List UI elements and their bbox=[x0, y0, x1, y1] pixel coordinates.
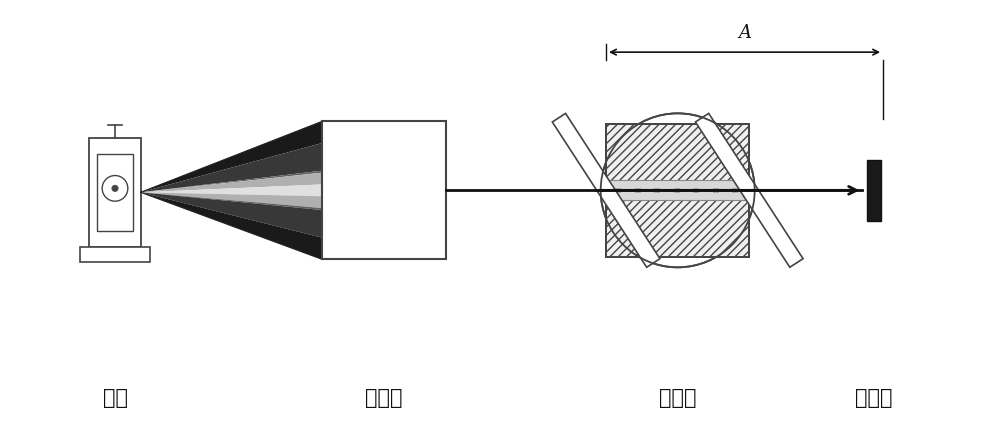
Circle shape bbox=[112, 185, 118, 191]
Polygon shape bbox=[141, 172, 322, 192]
Bar bbox=[867, 160, 881, 221]
Bar bbox=[654, 188, 660, 193]
Bar bbox=[713, 188, 719, 193]
Text: 单色器: 单色器 bbox=[365, 388, 403, 408]
Bar bbox=[635, 188, 641, 193]
Polygon shape bbox=[141, 143, 322, 192]
Text: 光电池: 光电池 bbox=[855, 388, 893, 408]
Bar bbox=[89, 138, 141, 247]
Bar bbox=[606, 181, 749, 200]
Polygon shape bbox=[141, 192, 322, 210]
Bar bbox=[732, 188, 738, 193]
Polygon shape bbox=[141, 192, 322, 260]
Circle shape bbox=[102, 175, 128, 201]
Circle shape bbox=[601, 113, 755, 267]
Text: 光源: 光源 bbox=[103, 388, 128, 408]
Bar bbox=[693, 188, 699, 193]
Bar bbox=[606, 124, 749, 257]
Bar bbox=[80, 247, 150, 262]
Bar bbox=[615, 188, 621, 193]
Polygon shape bbox=[141, 121, 322, 192]
Text: 流通池: 流通池 bbox=[659, 388, 696, 408]
Polygon shape bbox=[141, 171, 322, 192]
Polygon shape bbox=[552, 113, 660, 267]
Bar bbox=[97, 154, 133, 231]
Bar bbox=[674, 188, 680, 193]
Polygon shape bbox=[695, 113, 803, 267]
Text: A: A bbox=[738, 24, 751, 42]
Polygon shape bbox=[141, 192, 322, 238]
Bar bbox=[606, 124, 749, 257]
Polygon shape bbox=[141, 192, 322, 208]
Bar bbox=[322, 121, 446, 260]
Polygon shape bbox=[141, 184, 322, 196]
